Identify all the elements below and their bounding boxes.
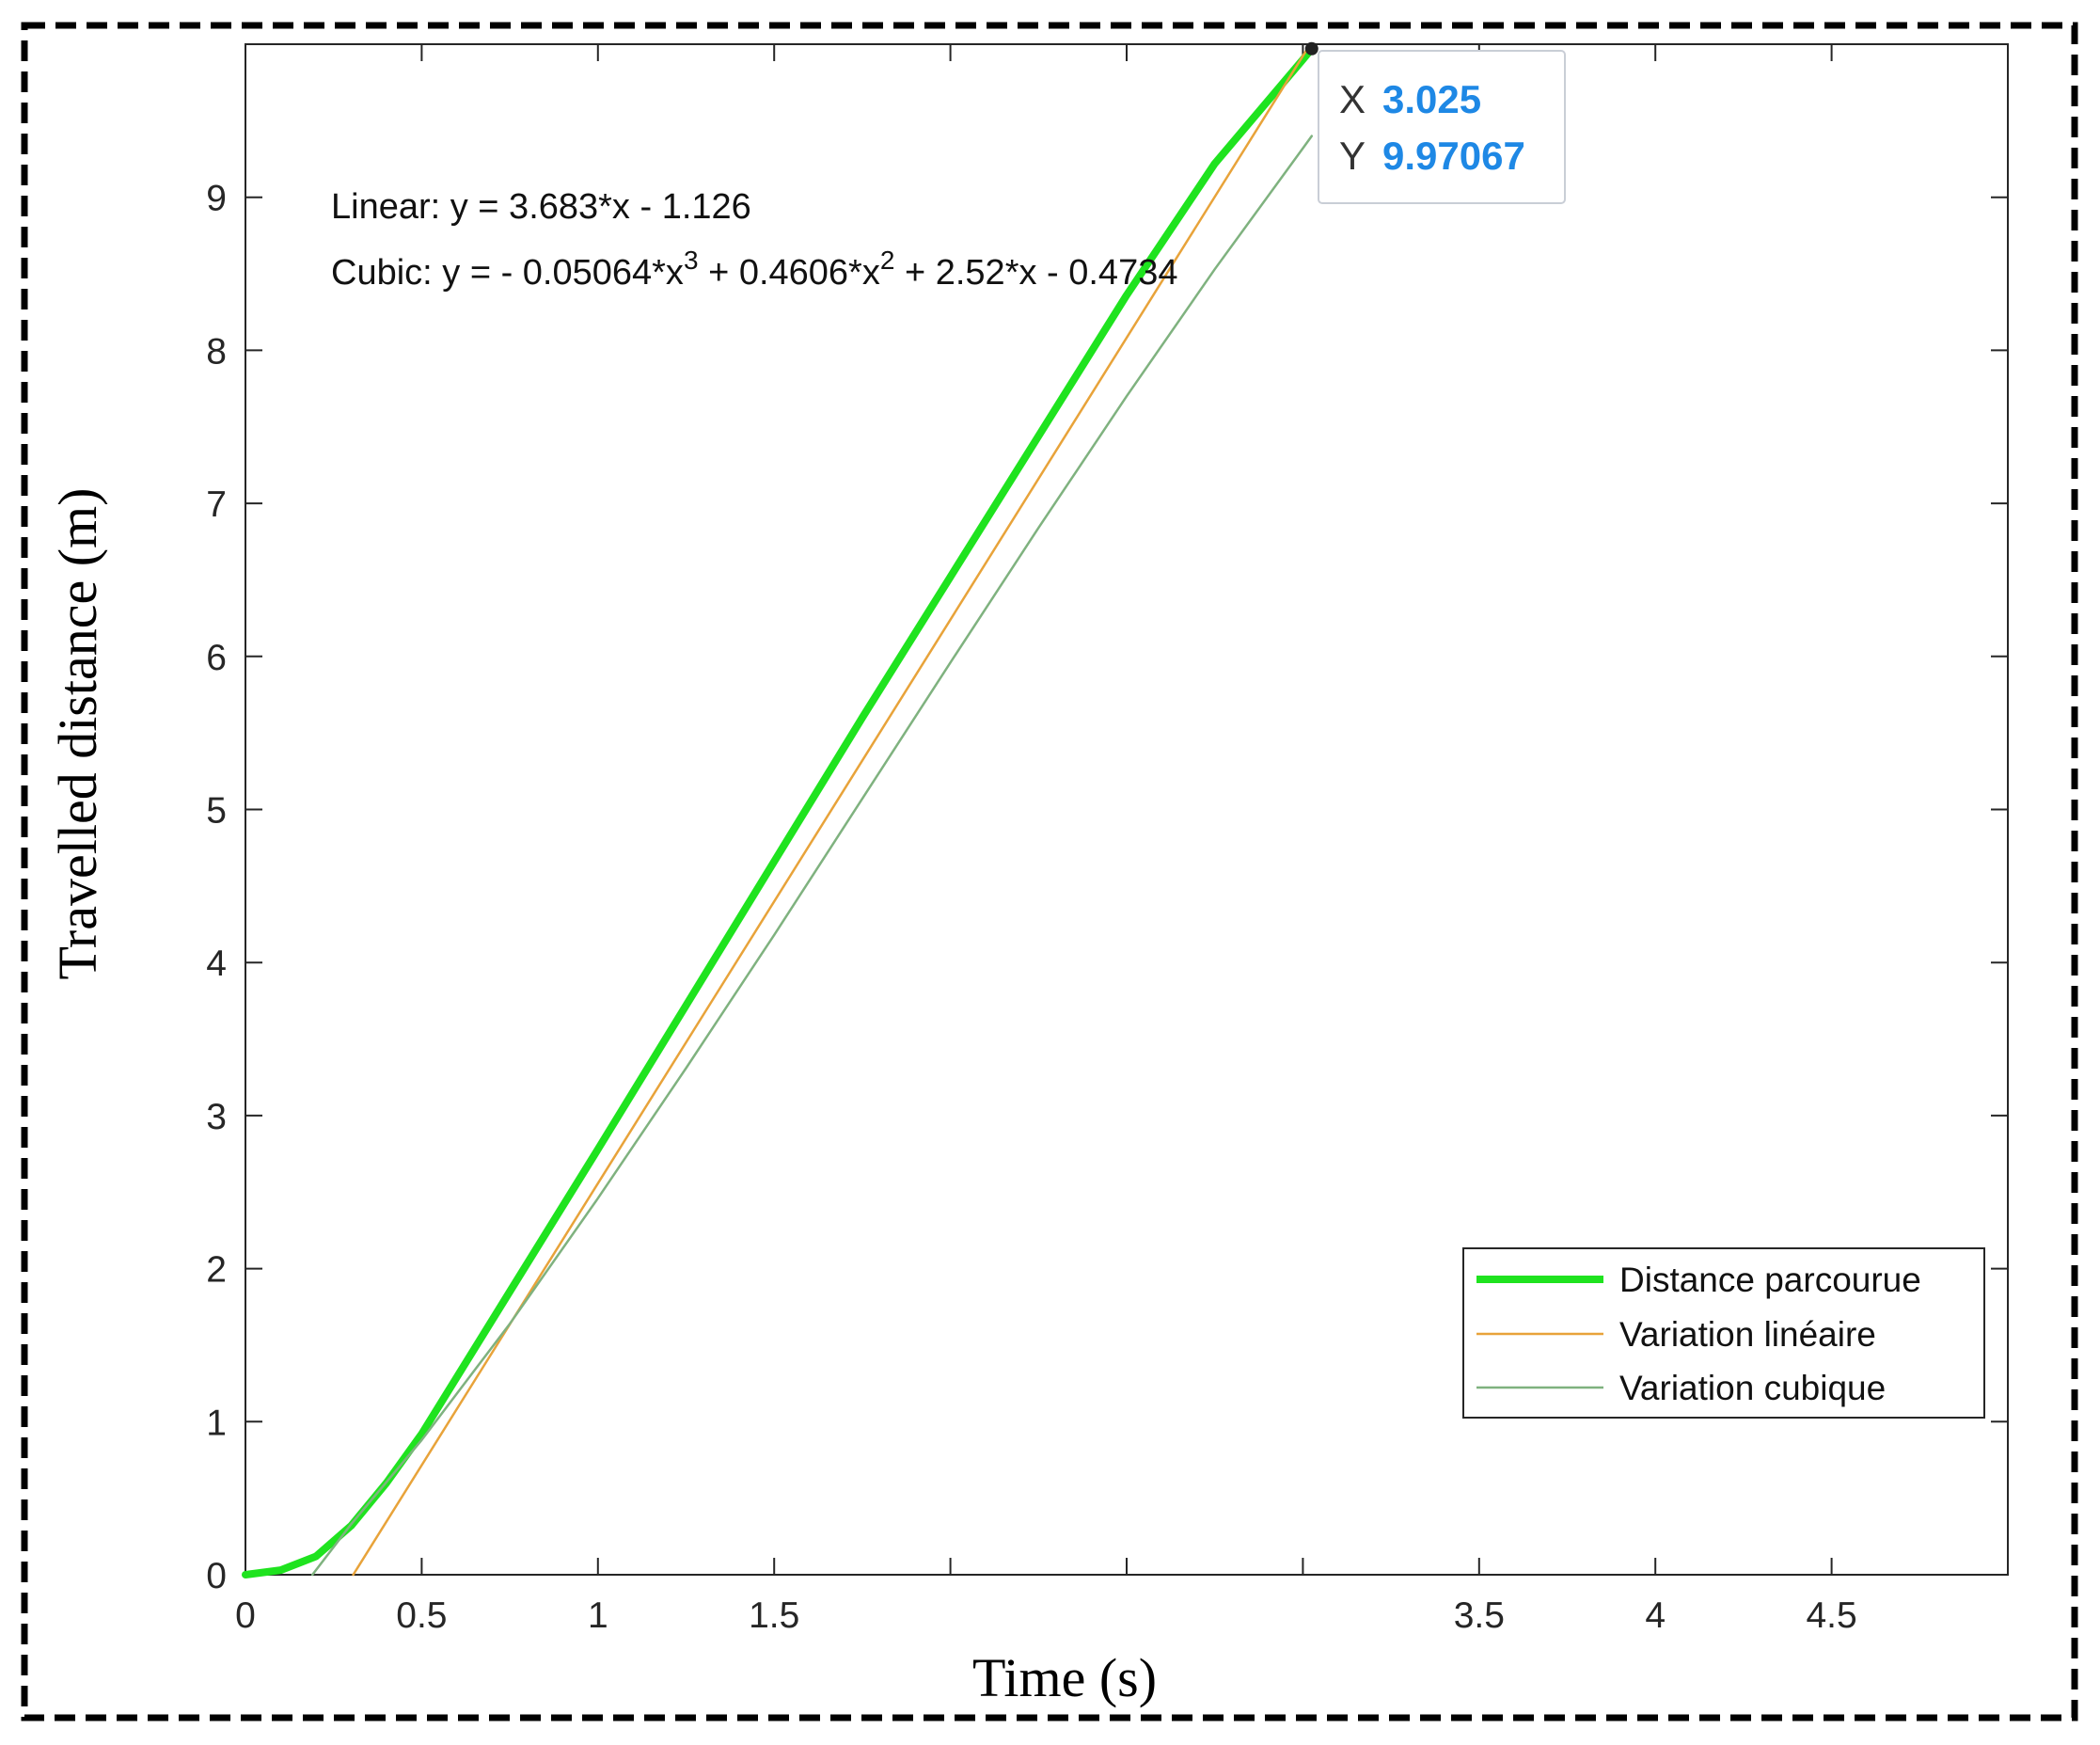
x-axis-label: Time (s) <box>972 1647 1157 1708</box>
y-tick-label: 3 <box>206 1097 227 1137</box>
x-tick-label: 1.5 <box>749 1595 799 1636</box>
data-tip-y-value: 9.97067 <box>1382 134 1525 178</box>
y-tick-label: 0 <box>206 1556 227 1596</box>
linear-fit-equation: Linear: y = 3.683*x - 1.126 <box>331 187 751 227</box>
tick-marks <box>245 44 2008 1576</box>
x-tick-label: 0.5 <box>396 1595 447 1636</box>
cubic-eq-exp3: 3 <box>684 246 699 275</box>
cubic-eq-part2: + 0.4606*x <box>699 253 880 293</box>
x-tick-label: 0 <box>235 1595 256 1636</box>
cubic-eq-exp2: 2 <box>880 246 895 275</box>
series-layer <box>242 44 1316 1578</box>
x-tick-label: 4.5 <box>1806 1595 1856 1636</box>
cubic-eq-part1: Cubic: y = - 0.05064*x <box>331 253 684 293</box>
cubic-eq-part3: + 2.52*x - 0.4734 <box>894 253 1177 293</box>
y-axis-label: Travelled distance (m) <box>47 488 108 980</box>
data-tip-x-key: X <box>1339 77 1366 121</box>
x-tick-label: 3.5 <box>1454 1595 1505 1636</box>
y-tick-label: 8 <box>206 331 227 372</box>
y-tick-label: 6 <box>206 638 227 678</box>
y-tick-label: 4 <box>206 944 227 984</box>
data-tip-x-value: 3.025 <box>1382 77 1481 121</box>
data-tip[interactable]: X 3.025 Y 9.97067 <box>1304 41 1566 204</box>
legend-label-cubic: Variation cubique <box>1619 1369 1886 1407</box>
y-tick-label: 1 <box>206 1403 227 1443</box>
x-tick-label: 1 <box>588 1595 608 1636</box>
data-tip-box <box>1318 50 1566 204</box>
cubic-fit-equation: Cubic: y = - 0.05064*x3 + 0.4606*x2 + 2.… <box>331 246 1177 293</box>
legend-label-linear: Variation linéaire <box>1619 1315 1876 1354</box>
x-tick-label: 4 <box>1645 1595 1666 1636</box>
series-cubic-line <box>310 135 1314 1577</box>
legend-label-distance: Distance parcourue <box>1619 1261 1921 1299</box>
data-tip-y-key: Y <box>1339 134 1366 178</box>
x-tick-labels: 0 0.5 1 1.5 3.5 4 4.5 <box>235 1595 1857 1636</box>
legend: Distance parcourue Variation linéaire Va… <box>1462 1247 1985 1419</box>
y-tick-label: 9 <box>206 179 227 219</box>
y-tick-labels: 0 1 2 3 4 5 6 7 8 9 <box>206 179 227 1596</box>
y-tick-label: 2 <box>206 1250 227 1291</box>
series-distance-line <box>242 44 1316 1578</box>
data-tip-marker[interactable] <box>1304 41 1318 56</box>
y-tick-label: 5 <box>206 791 227 832</box>
dashed-frame <box>21 22 2078 1721</box>
y-tick-label: 7 <box>206 484 227 525</box>
